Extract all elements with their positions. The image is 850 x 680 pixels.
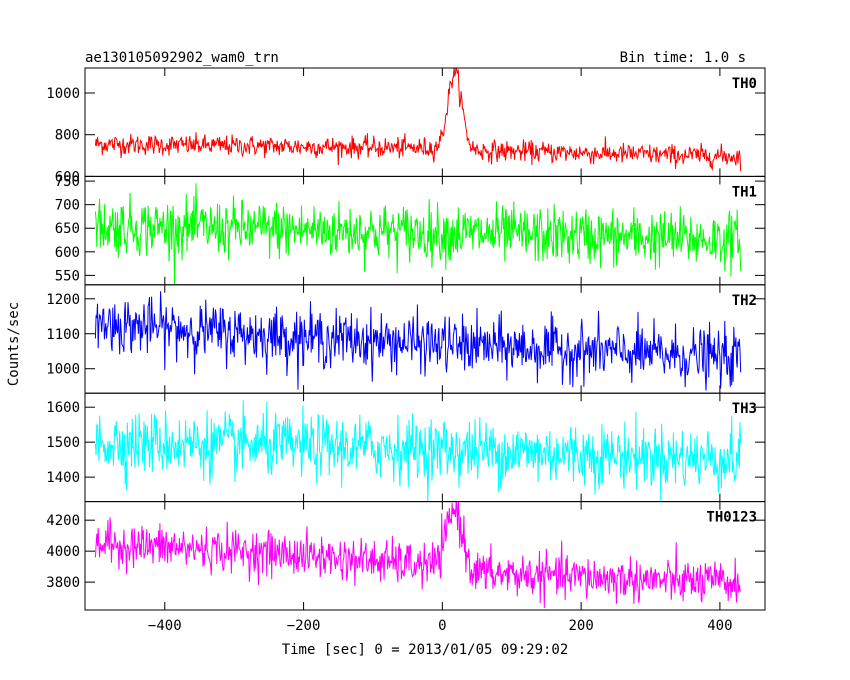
y-tick-label: 700 — [55, 198, 80, 214]
panel-th0: 600 800 1000 TH0 — [46, 67, 766, 185]
y-tick-label: 3800 — [46, 575, 80, 591]
x-tick-label: 400 — [707, 618, 732, 634]
series-line-th0 — [94, 68, 742, 172]
panel-th0123: 3800 4000 4200 TH0123 — [46, 501, 766, 611]
x-axis-label: Time [sec] 0 = 2013/01/05 09:29:02 — [282, 642, 569, 658]
y-tick-label: 1200 — [46, 292, 80, 308]
y-axis-label: Counts/sec — [6, 302, 22, 386]
y-tick-label: 1600 — [46, 400, 80, 416]
y-tick-label: 4200 — [46, 513, 80, 529]
panel-th3: 1400 1500 1600 TH3 — [46, 392, 766, 503]
x-tick-label: −200 — [287, 618, 321, 634]
panels-group: 6008001000TH0550600650700750TH1100011001… — [46, 67, 766, 611]
y-tick-label: 750 — [55, 174, 80, 190]
y-tick-label: 1000 — [46, 86, 80, 102]
x-tick-label: −400 — [148, 618, 182, 634]
panel-th2: 1000 1100 1200 TH2 — [46, 284, 766, 394]
series-line-th1 — [94, 183, 742, 285]
y-tick-label: 1400 — [46, 470, 80, 486]
panel-frame — [84, 501, 766, 611]
panel-frame — [84, 67, 766, 177]
chart-title: ae130105092902_wam0_trn — [85, 50, 279, 66]
y-tick-label: 1500 — [46, 435, 80, 451]
y-tick-label: 600 — [55, 169, 80, 185]
panel-label-th0123: TH0123 — [706, 510, 757, 526]
y-tick-label: 1000 — [46, 362, 80, 378]
panel-label-th3: TH3 — [732, 401, 757, 417]
series-line-th2 — [94, 291, 742, 391]
bin-time-label: Bin time: 1.0 s — [620, 50, 746, 66]
panel-label-th1: TH1 — [732, 184, 757, 200]
panel-th1: 550 600 650 700 750 TH1 — [55, 174, 766, 286]
y-tick-label: 650 — [55, 221, 80, 237]
panel-label-th2: TH2 — [732, 293, 757, 309]
panel-label-th0: TH0 — [732, 76, 757, 92]
y-tick-label: 1100 — [46, 327, 80, 343]
y-tick-label: 600 — [55, 245, 80, 261]
y-tick-label: 800 — [55, 128, 80, 144]
series-line-th0123 — [94, 501, 742, 609]
series-line-th3 — [94, 400, 742, 502]
y-tick-label: 550 — [55, 268, 80, 284]
x-tick-label: 0 — [438, 618, 446, 634]
x-ticks-group: −400 −200 0 200 400 — [148, 618, 733, 634]
y-tick-label: 4000 — [46, 544, 80, 560]
x-tick-label: 200 — [568, 618, 593, 634]
